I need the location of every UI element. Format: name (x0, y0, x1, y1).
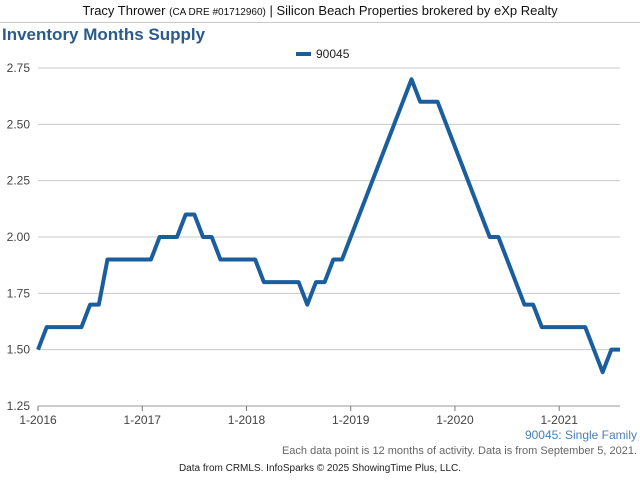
data-credit: Data from CRMLS. InfoSparks © 2025 Showi… (178, 463, 462, 474)
series-caption: 90045: Single Family (524, 428, 637, 442)
x-tick-label: 1-2020 (436, 413, 474, 427)
y-tick-label: 2.50 (7, 117, 31, 131)
y-tick-label: 2.00 (7, 230, 31, 244)
header-bar: Tracy Thrower (CA DRE #01712960) | Silic… (0, 0, 640, 23)
y-tick-label: 1.75 (7, 286, 31, 300)
header-separator: | (269, 3, 273, 18)
x-tick-label: 1-2018 (228, 413, 266, 427)
agent-name: Tracy Thrower (82, 3, 166, 18)
x-tick-label: 1-2019 (332, 413, 370, 427)
y-tick-label: 1.50 (7, 343, 31, 357)
y-tick-label: 2.75 (7, 61, 31, 75)
chart-footnote: Each data point is 12 months of activity… (281, 445, 637, 457)
x-tick-label: 1-2017 (124, 413, 162, 427)
y-tick-label: 1.25 (7, 399, 31, 413)
y-tick-label: 2.25 (7, 174, 31, 188)
x-tick-label: 1-2016 (19, 413, 57, 427)
legend-label: 90045 (316, 47, 350, 61)
chart-title: Inventory Months Supply (2, 25, 206, 44)
agent-license: (CA DRE #01712960) (169, 7, 266, 18)
x-tick-label: 1-2021 (541, 413, 579, 427)
brokerage-name: Silicon Beach Properties brokered by eXp… (276, 3, 558, 18)
series-line (36, 77, 620, 375)
